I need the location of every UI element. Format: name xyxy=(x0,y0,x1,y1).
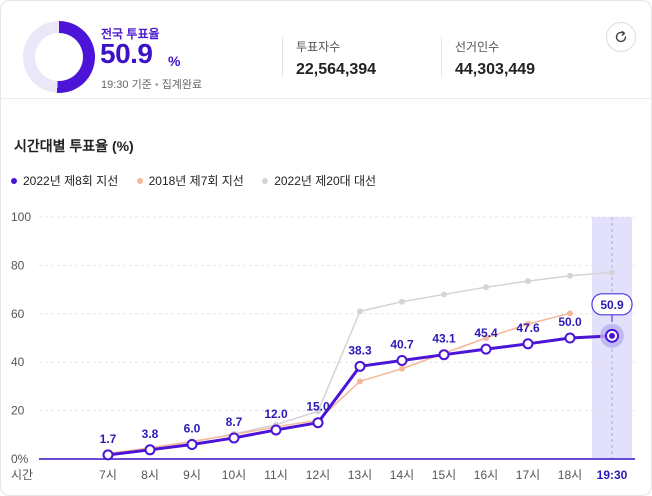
separator-dot: • xyxy=(154,79,159,91)
point-2018-local xyxy=(399,365,405,372)
data-label: 47.6 xyxy=(516,321,540,335)
x-tick-label: 8시 xyxy=(141,468,159,482)
data-point xyxy=(102,449,114,461)
turnout-unit: % xyxy=(168,53,181,69)
data-label: 50.9 xyxy=(600,298,624,312)
legend-item: 2022년 제20대 대선 xyxy=(262,172,376,189)
refresh-button[interactable] xyxy=(606,22,636,52)
point-2022-presidential xyxy=(483,284,489,291)
x-tick-label: 9시 xyxy=(183,468,201,482)
x-tick-label: 11시 xyxy=(264,468,288,482)
legend-label: 2018년 제7회 지선 xyxy=(148,174,244,188)
turnout-donut xyxy=(23,21,95,93)
x-axis-label: 시간 xyxy=(11,468,33,482)
data-point xyxy=(354,360,366,372)
data-label: 40.7 xyxy=(390,338,414,352)
x-tick-label: 13시 xyxy=(348,468,372,482)
data-point xyxy=(228,432,240,444)
data-point xyxy=(144,444,156,456)
legend-dot xyxy=(11,178,17,184)
chart-legend: 2022년 제8회 지선 2018년 제7회 지선 2022년 제20대 대선 xyxy=(11,172,391,189)
point-2022-presidential xyxy=(399,298,405,305)
data-point xyxy=(396,355,408,367)
asof-time: 19:30 기준 xyxy=(101,79,152,91)
data-label: 15.0 xyxy=(306,400,330,414)
data-label: 45.4 xyxy=(474,326,498,340)
data-label: 38.3 xyxy=(348,343,372,357)
data-label: 43.1 xyxy=(432,332,456,346)
legend-dot xyxy=(262,178,269,184)
legend-label: 2022년 제8회 지선 xyxy=(23,174,119,188)
point-2022-presidential xyxy=(567,272,573,279)
point-2022-presidential xyxy=(315,408,321,415)
turnout-rate: 50.9 xyxy=(100,38,153,69)
data-label: 3.8 xyxy=(142,427,159,441)
donut-hole xyxy=(35,33,83,81)
data-label: 50.0 xyxy=(558,315,582,329)
data-label: 12.0 xyxy=(264,407,288,421)
point-2022-presidential xyxy=(441,291,447,298)
divider xyxy=(441,37,442,77)
data-point xyxy=(312,417,324,429)
x-tick-label: 17시 xyxy=(516,468,540,482)
data-point xyxy=(186,438,198,450)
x-tick-label: 16시 xyxy=(474,468,498,482)
refresh-icon xyxy=(615,30,627,43)
x-tick-label: 19:30 xyxy=(597,468,628,482)
y-tick-label: 80 xyxy=(11,258,25,272)
asof-info: 19:30 기준 • 집계완료 xyxy=(101,76,202,92)
divider xyxy=(282,37,283,77)
legend-item: 2018년 제7회 지선 xyxy=(136,172,244,189)
data-label: 1.7 xyxy=(100,432,117,446)
data-point xyxy=(564,332,576,344)
point-2018-local xyxy=(525,320,531,327)
voters-value: 22,564,394 xyxy=(296,61,377,78)
highlight-point-core xyxy=(609,332,615,339)
data-point xyxy=(438,349,450,361)
y-tick-label: 20 xyxy=(11,404,25,418)
y-tick-label: 0% xyxy=(11,452,29,466)
point-2018-local xyxy=(483,335,489,341)
y-tick-label: 100 xyxy=(11,210,31,224)
data-label: 8.7 xyxy=(226,415,243,429)
point-2018-local xyxy=(567,310,573,317)
x-tick-label: 10시 xyxy=(222,468,246,482)
point-2022-presidential xyxy=(609,269,615,276)
x-tick-label: 12시 xyxy=(306,468,330,482)
point-2022-presidential xyxy=(357,308,363,315)
electorate-value: 44,303,449 xyxy=(455,61,536,78)
voters-label: 투표자수 xyxy=(296,40,341,54)
legend-label: 2022년 제20대 대선 xyxy=(274,174,377,188)
x-tick-label: 14시 xyxy=(390,468,414,482)
x-tick-label: 18시 xyxy=(558,468,582,482)
legend-item: 2022년 제8회 지선 xyxy=(11,172,118,189)
data-point xyxy=(270,424,282,436)
electorate-label: 선거인수 xyxy=(455,40,500,54)
series-line-2018-local xyxy=(107,312,571,455)
chart-title: 시간대별 투표율 (%) xyxy=(14,138,134,154)
summary-header: 전국 투표율 50.9 % 19:30 기준 • 집계완료 투표자수 22,564,… xyxy=(1,1,651,99)
callout-box xyxy=(591,293,633,316)
data-point xyxy=(522,338,534,350)
y-tick-label: 40 xyxy=(11,355,25,369)
legend-dot xyxy=(136,178,143,184)
x-tick-label: 7시 xyxy=(99,468,117,482)
turnout-label: 전국 투표율 xyxy=(101,27,160,41)
data-point xyxy=(480,343,492,355)
point-2018-local xyxy=(357,378,363,385)
point-2022-presidential xyxy=(525,278,531,285)
y-tick-label: 60 xyxy=(11,307,25,321)
x-tick-label: 15시 xyxy=(432,468,456,482)
asof-status: 집계완료 xyxy=(161,79,203,91)
data-label: 6.0 xyxy=(184,421,201,435)
